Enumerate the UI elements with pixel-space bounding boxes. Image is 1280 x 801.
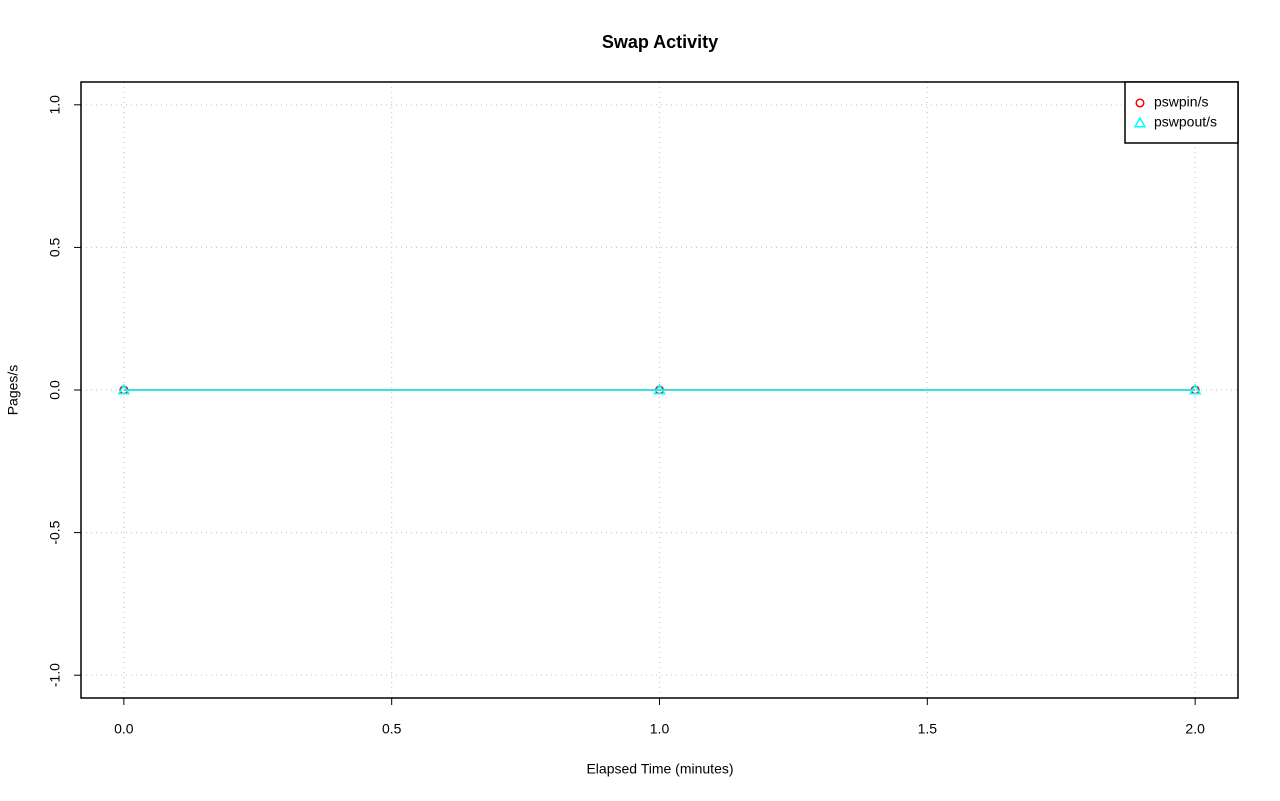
legend: pswpin/s pswpout/s [1124,81,1239,144]
y-tick-label: -1.0 [47,663,63,687]
x-tick-label: 1.0 [650,721,670,737]
y-tick-label: 0.5 [47,237,63,257]
data-point [117,383,131,395]
legend-label: pswpout/s [1154,114,1217,130]
x-tick-label: 1.5 [918,721,938,737]
plot-area [117,383,1202,395]
legend-box [1124,81,1239,144]
x-tick-label: 0.0 [114,721,134,737]
legend-label: pswpin/s [1154,94,1208,110]
chart-title: Swap Activity [602,32,718,52]
data-point [1188,383,1202,395]
y-tick-label: 1.0 [47,95,63,115]
legend-marker [1133,116,1147,128]
y-tick-label: -0.5 [47,520,63,544]
x-tick-label: 0.5 [382,721,402,737]
x-axis-label: Elapsed Time (minutes) [586,761,733,777]
data-point [653,383,666,395]
x-tick-label: 2.0 [1185,721,1205,737]
y-axis-label: Pages/s [5,365,21,416]
legend-marker [1135,98,1145,108]
y-tick-label: 0.0 [47,380,63,400]
